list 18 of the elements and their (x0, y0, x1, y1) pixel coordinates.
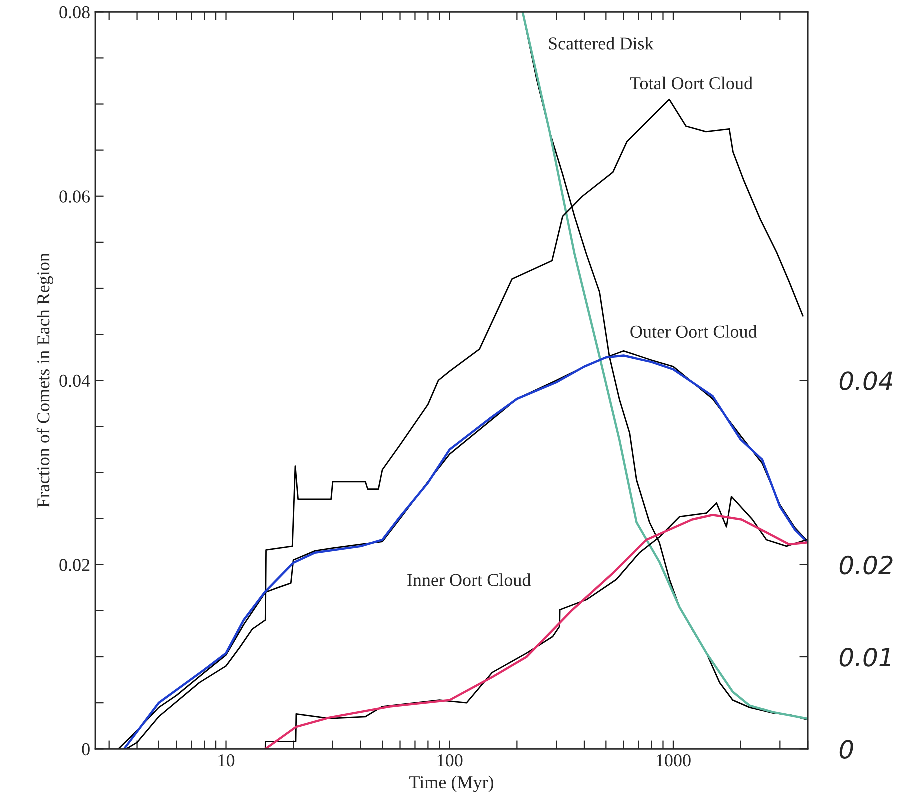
y-tick-label: 0.04 (60, 374, 90, 388)
y-tick-label: 0 (82, 743, 90, 756)
annotation: Outer Oort Cloud (630, 325, 758, 338)
y-tick-label: 0.02 (60, 559, 90, 572)
annotation: Inner Oort Cloud (408, 574, 532, 586)
y-tick-label: 0.06 (60, 190, 90, 203)
y2-tick-label: 0.01 (840, 648, 891, 667)
x-axis-title: Time (Myr) (410, 776, 494, 792)
annotation: Total Oort Cloud (630, 76, 753, 90)
x-tick-label: 100 (438, 754, 463, 767)
annotation: Scattered Disk (549, 37, 654, 50)
y-axis-title: Fraction of Comets in Each Region (36, 253, 54, 508)
y-tick-label: 0.08 (60, 6, 90, 19)
y2-tick-label: 0.04 (840, 372, 893, 390)
y2-tick-label: 0.02 (840, 556, 893, 575)
y2-tick-label: 0 (840, 740, 854, 759)
x-tick-label: 10 (218, 754, 235, 767)
x-tick-label: 1000 (657, 754, 691, 767)
